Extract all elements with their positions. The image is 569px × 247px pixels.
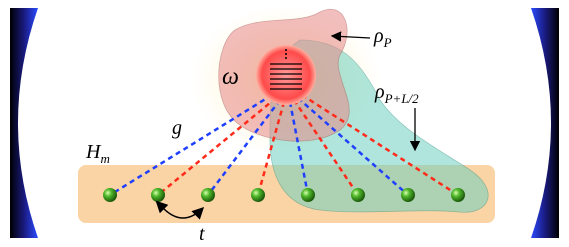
atom	[351, 188, 365, 202]
symbol: ρ	[373, 25, 384, 47]
atom	[151, 188, 165, 202]
symbol: H	[85, 141, 102, 163]
atom	[401, 188, 415, 202]
mirror-right	[531, 8, 559, 238]
mirror-left	[10, 8, 38, 238]
atom	[201, 188, 215, 202]
rho-pl2-label: ρP+L/2	[374, 81, 419, 106]
omega-label: ω	[222, 64, 239, 90]
subscript: P	[383, 35, 392, 50]
level-dots	[285, 49, 287, 59]
atom	[103, 188, 117, 202]
atom	[451, 188, 465, 202]
rho-p-label: ρP	[373, 25, 392, 50]
atom	[301, 188, 315, 202]
subscript: m	[100, 151, 109, 166]
atom	[251, 188, 265, 202]
subscript: P+L/2	[384, 91, 420, 106]
hm-label: Hm	[85, 141, 110, 166]
diagram: ρP ρP+L/2 ω g Hm t	[0, 0, 569, 247]
g-label: g	[172, 117, 182, 139]
t-label: t	[199, 223, 205, 245]
symbol: ρ	[374, 81, 385, 103]
